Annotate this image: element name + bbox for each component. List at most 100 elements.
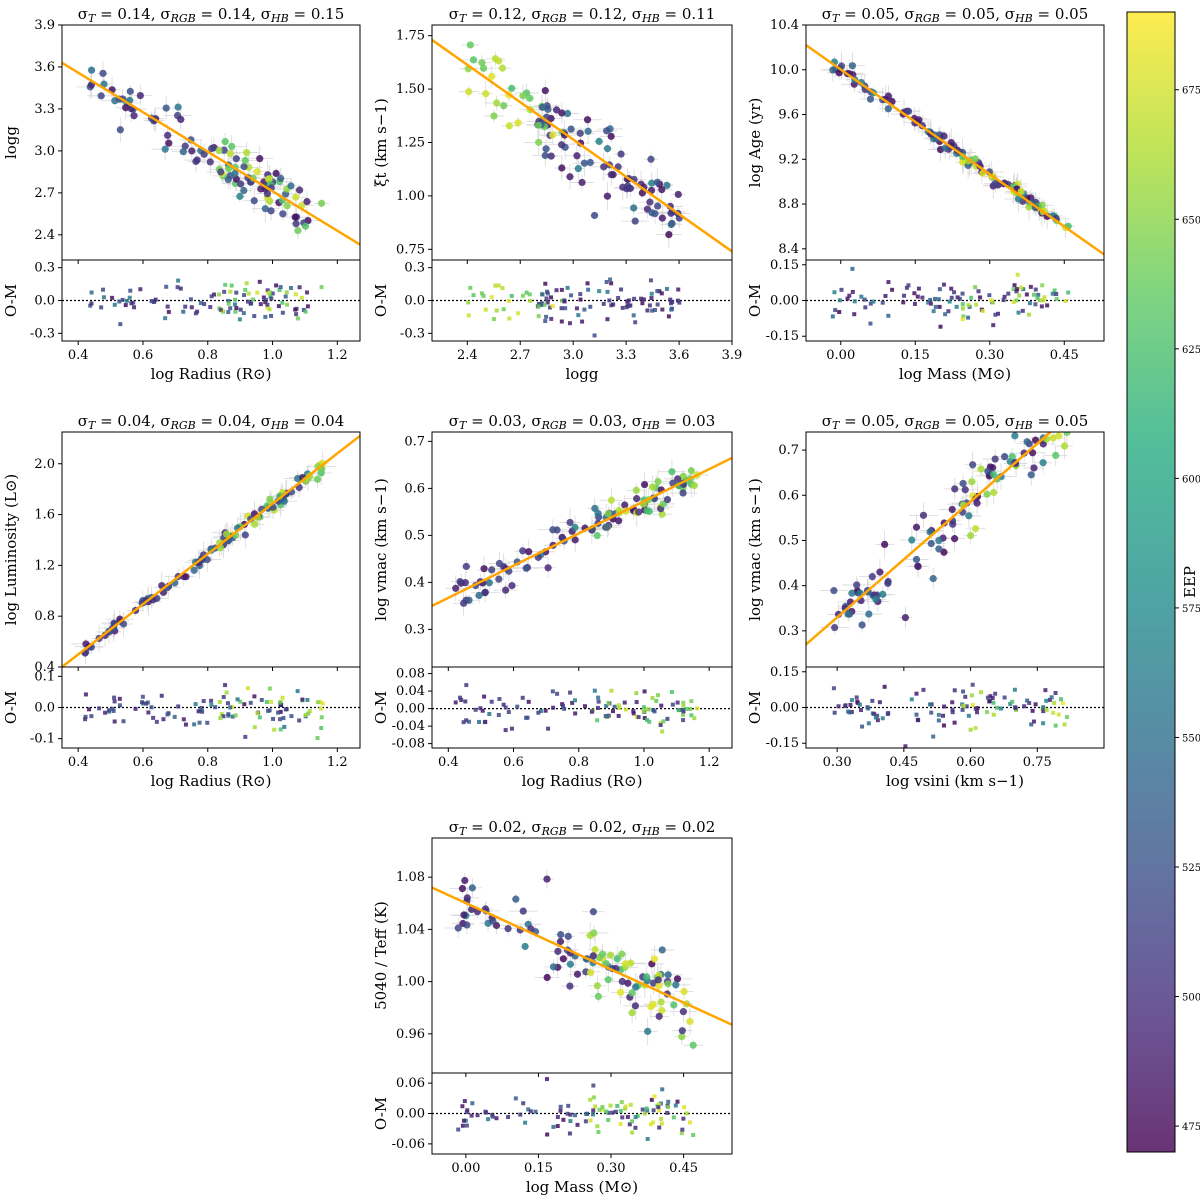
data-point <box>908 536 916 544</box>
residual-point <box>267 686 272 691</box>
residual-point <box>244 281 249 286</box>
residual-point <box>461 1118 466 1123</box>
data-point <box>458 885 467 893</box>
residual-point <box>832 710 837 715</box>
panel-title: σT = 0.05, σRGB = 0.05, σHB = 0.05 <box>822 412 1089 432</box>
data-point <box>256 155 264 163</box>
data-point <box>901 613 909 622</box>
residual-point <box>232 302 237 307</box>
residual-point <box>121 719 126 724</box>
residual-point <box>507 316 512 321</box>
data-point <box>253 167 261 176</box>
residual-point <box>300 697 305 702</box>
residual-point <box>650 695 655 700</box>
residual-point <box>1041 298 1046 303</box>
residual-point <box>1044 707 1049 712</box>
residual-point <box>604 279 609 284</box>
residual-point <box>600 1105 605 1110</box>
residual-point <box>1031 719 1036 724</box>
residual-point <box>138 287 143 292</box>
residual-point <box>591 1083 596 1088</box>
residual-point <box>933 296 938 301</box>
residual-point <box>575 1122 580 1127</box>
residual-point <box>566 1103 571 1108</box>
data-point <box>679 489 687 497</box>
data-point <box>648 483 657 491</box>
residual-point <box>660 1087 665 1092</box>
residual-point <box>295 689 300 694</box>
data-point <box>635 508 643 516</box>
data-point <box>498 64 507 72</box>
residual-point <box>1033 302 1038 307</box>
data-point <box>481 589 489 597</box>
residual-point <box>583 704 588 709</box>
residual-point <box>608 277 613 282</box>
y-axis-label: ξt (km s−1) <box>372 98 390 187</box>
data-point <box>567 125 575 133</box>
data-point <box>990 488 998 497</box>
residual-point <box>949 286 954 291</box>
data-point <box>165 139 173 147</box>
residual-point <box>1016 310 1021 315</box>
residual-point <box>946 309 951 314</box>
residual-point <box>660 307 665 312</box>
residual-point <box>567 321 572 326</box>
data-point <box>535 138 543 146</box>
residual-point <box>578 292 583 297</box>
residual-point <box>883 293 888 298</box>
residual-point <box>886 313 891 318</box>
data-point <box>935 536 943 544</box>
residual-tick-label: 0.08 <box>396 667 425 682</box>
residual-point <box>482 720 487 725</box>
residual-point <box>979 690 984 695</box>
x-tick-label: 1.0 <box>262 755 283 770</box>
residual-point <box>523 1120 528 1125</box>
residual-point <box>588 304 593 309</box>
residual-point <box>666 314 671 319</box>
data-point <box>628 1009 636 1017</box>
data-point <box>221 137 229 146</box>
residual-point <box>277 288 282 293</box>
residual-point <box>873 715 878 720</box>
data-point <box>991 455 999 463</box>
residual-point <box>89 290 94 295</box>
residual-point <box>1011 300 1016 305</box>
residual-point <box>597 1107 602 1112</box>
residual-point <box>567 1131 572 1136</box>
residual-point <box>609 688 614 693</box>
residual-point <box>852 299 857 304</box>
residual-point <box>936 712 941 717</box>
residual-point <box>1036 292 1041 297</box>
data-point <box>495 57 503 65</box>
residual-point <box>494 1116 499 1121</box>
residual-point <box>281 716 286 721</box>
residual-point <box>97 706 102 711</box>
residual-point <box>284 707 289 712</box>
residual-point <box>837 298 842 303</box>
residual-point <box>633 320 638 325</box>
data-point <box>240 186 248 195</box>
residual-point <box>975 710 980 715</box>
data-point <box>914 562 922 571</box>
residual-point <box>461 720 466 725</box>
data-point <box>609 171 617 179</box>
data-point <box>502 586 510 594</box>
data-point <box>541 87 549 95</box>
panel-title: σT = 0.05, σRGB = 0.05, σHB = 0.05 <box>822 5 1089 25</box>
residual-point <box>117 703 122 708</box>
data-point <box>478 59 486 67</box>
residual-point <box>852 312 857 317</box>
residual-point <box>196 709 201 714</box>
residual-axis-label: O-M <box>372 284 390 317</box>
main-plot-area <box>62 434 360 667</box>
data-point <box>505 122 513 130</box>
data-point <box>556 937 565 946</box>
data-point <box>1039 459 1047 467</box>
residual-point <box>596 699 601 704</box>
residual-point <box>1063 298 1068 303</box>
data-point <box>1055 432 1063 440</box>
y-tick-label: 0.5 <box>404 528 425 543</box>
residual-point <box>545 300 550 305</box>
residual-point <box>866 706 871 711</box>
residual-point <box>482 694 487 699</box>
